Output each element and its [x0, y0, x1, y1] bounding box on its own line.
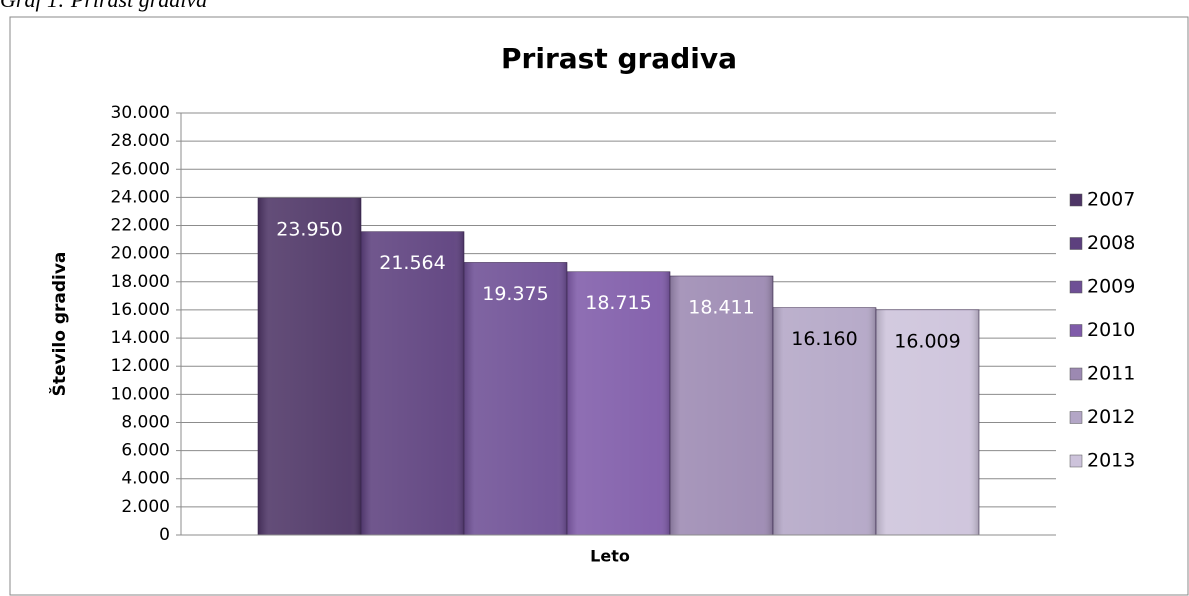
chart-title: Prirast gradiva [501, 42, 737, 75]
legend-swatch [1069, 454, 1083, 468]
y-tick-label: 6.000 [121, 441, 170, 461]
y-tick-label: 0 [159, 525, 170, 545]
data-label: 18.715 [585, 292, 651, 314]
legend-label: 2010 [1087, 319, 1135, 341]
legend-label: 2011 [1087, 363, 1135, 385]
y-tick-label: 4.000 [121, 469, 170, 489]
y-tick-label: 24.000 [111, 187, 170, 207]
legend-swatch [1069, 280, 1083, 294]
y-tick-label: 2.000 [121, 497, 170, 517]
legend-swatch [1069, 411, 1083, 424]
y-tick-label: 10.000 [111, 384, 170, 404]
legend-label: 2009 [1087, 276, 1135, 298]
bar [257, 197, 362, 536]
data-label: 16.160 [791, 328, 857, 350]
legend-swatch [1069, 193, 1083, 207]
data-label: 16.009 [894, 330, 960, 352]
legend-label: 2012 [1087, 406, 1135, 428]
legend-label: 2007 [1087, 189, 1135, 211]
legend-label: 2013 [1087, 450, 1135, 472]
legend-swatch [1069, 367, 1083, 381]
y-tick-label: 30.000 [111, 103, 170, 123]
data-label: 21.564 [379, 252, 445, 274]
legend-swatch [1069, 237, 1083, 250]
y-axis-label: Število gradiva [48, 252, 70, 397]
y-tick-label: 12.000 [111, 356, 170, 376]
y-tick-label: 16.000 [111, 300, 170, 320]
y-tick-label: 18.000 [111, 272, 170, 292]
x-axis-label: Leto [590, 547, 630, 566]
y-tick-label: 14.000 [111, 328, 170, 348]
y-tick-label: 26.000 [111, 159, 170, 179]
legend-swatch [1069, 324, 1083, 337]
data-label: 18.411 [688, 297, 754, 319]
y-tick-label: 22.000 [111, 216, 170, 236]
y-tick-label: 8.000 [121, 412, 170, 432]
data-label: 23.950 [276, 219, 342, 241]
y-tick-label: 28.000 [111, 131, 170, 151]
legend-label: 2008 [1087, 232, 1135, 254]
data-label: 19.375 [482, 283, 548, 305]
bar [360, 231, 465, 536]
y-tick-label: 20.000 [111, 244, 170, 264]
caption: Graf 1: Prirast gradiva [0, 0, 207, 12]
